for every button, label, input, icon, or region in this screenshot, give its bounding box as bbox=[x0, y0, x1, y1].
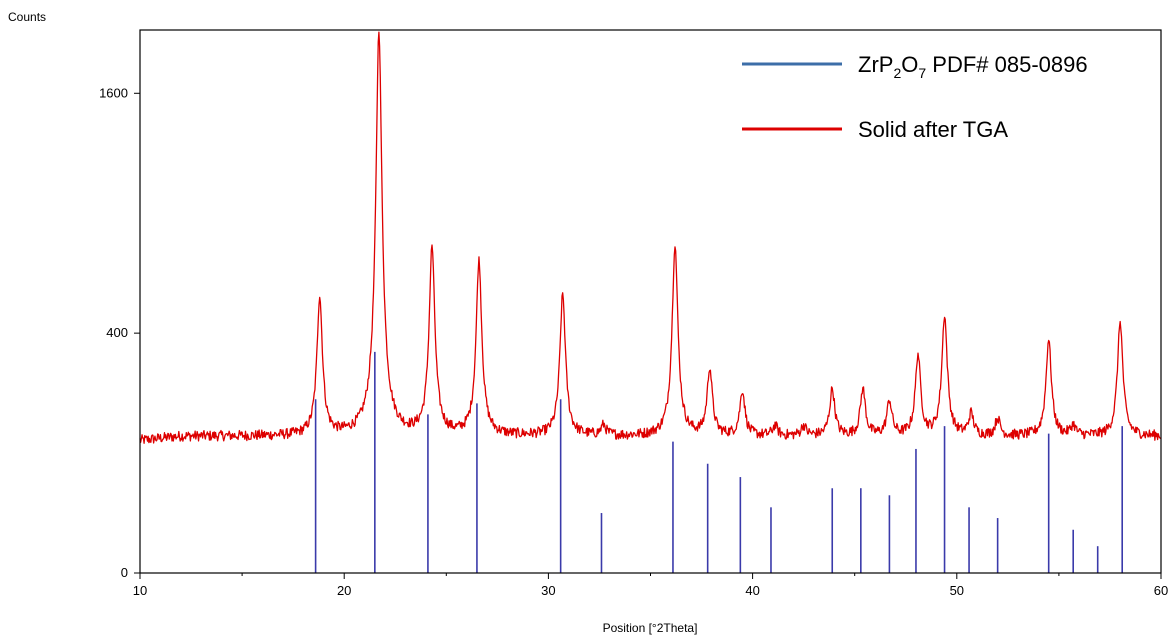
x-tick-label: 30 bbox=[541, 583, 555, 598]
legend-label-measured: Solid after TGA bbox=[858, 117, 1008, 142]
x-tick-label: 20 bbox=[337, 583, 351, 598]
y-tick-label: 1600 bbox=[99, 85, 128, 100]
x-axis-title: Position [°2Theta] bbox=[603, 621, 698, 635]
plot-frame bbox=[139, 29, 1162, 574]
y-tick-label: 0 bbox=[121, 565, 128, 580]
y-tick-label: 400 bbox=[106, 325, 128, 340]
reference-sticks bbox=[314, 351, 1124, 573]
x-tick-label: 10 bbox=[133, 583, 147, 598]
x-tick-label: 50 bbox=[950, 583, 964, 598]
legend-label-reference: ZrP2O7 PDF# 085-0896 bbox=[858, 52, 1088, 81]
x-tick-label: 40 bbox=[745, 583, 759, 598]
x-axis-ticks: 10 20 30 40 50 60 bbox=[133, 573, 1168, 598]
y-axis-title: Counts bbox=[8, 10, 46, 24]
measured-trace bbox=[139, 31, 1162, 445]
y-axis-ticks: 0 400 1600 bbox=[99, 85, 140, 580]
legend: ZrP2O7 PDF# 085-0896 Solid after TGA bbox=[742, 52, 1088, 142]
measured-trace-layer bbox=[139, 31, 1162, 445]
x-tick-label: 60 bbox=[1154, 583, 1168, 598]
